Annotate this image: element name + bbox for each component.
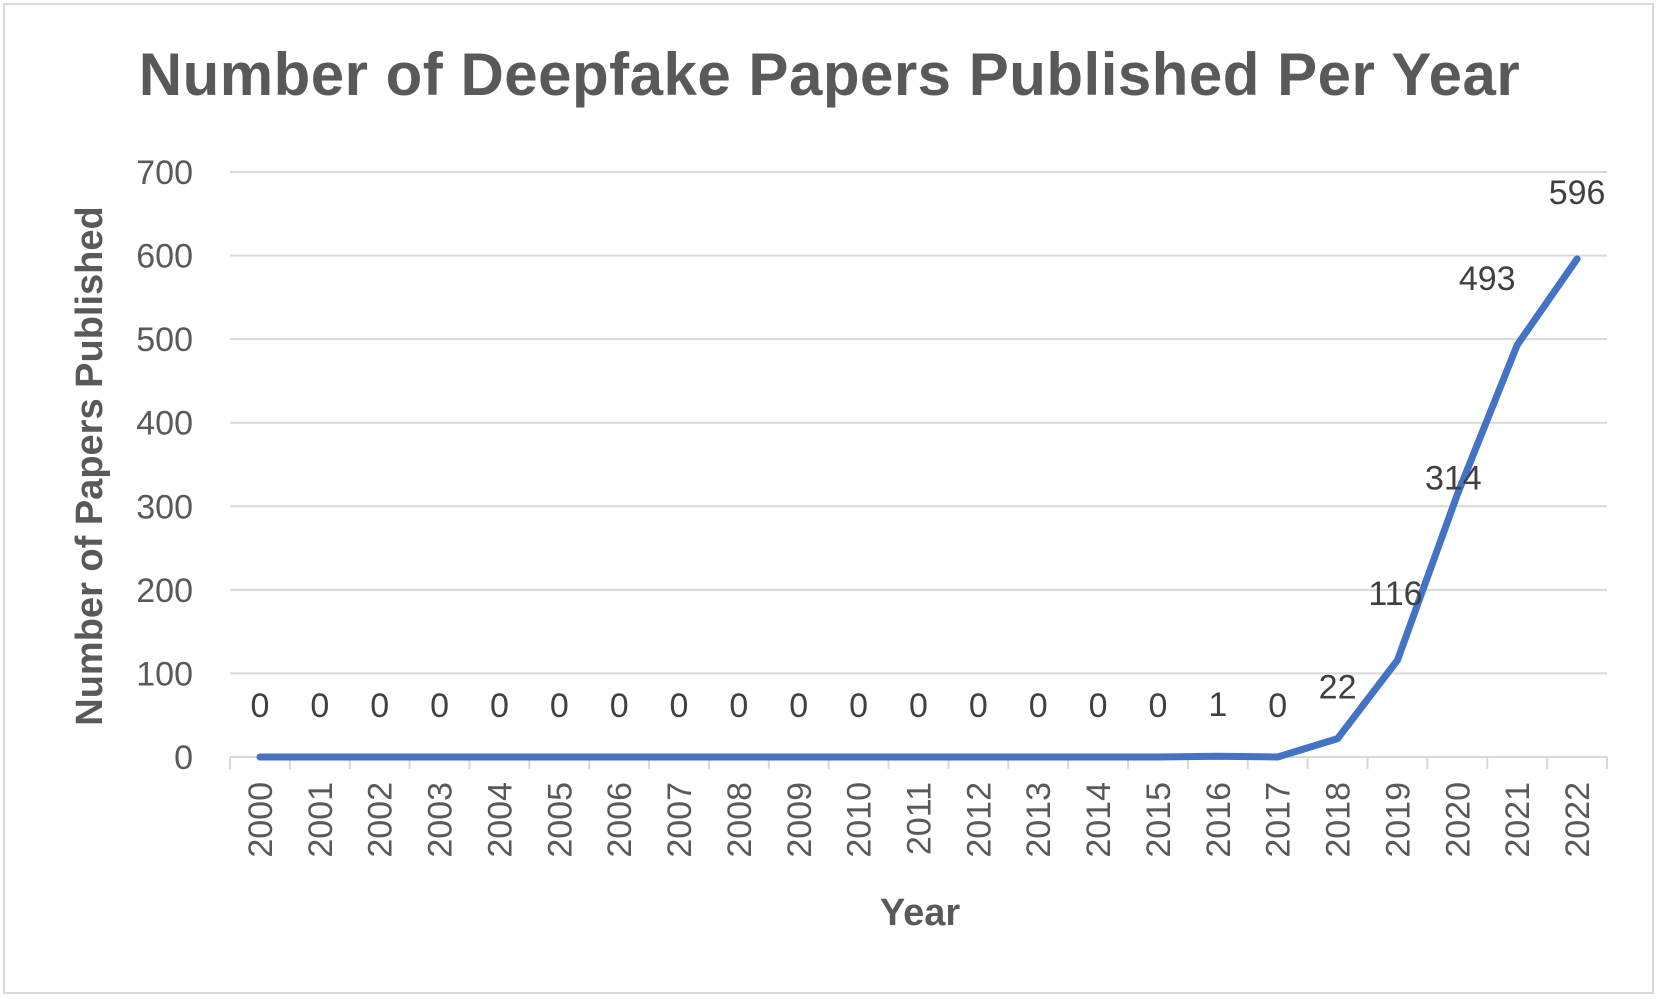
data-labels: 0 0 0 0 0 0 0 0 0 0 0 0 0 0 0 0 1 0 22 116 314 493 596 bbox=[250, 174, 1605, 725]
data-label-2015: 0 bbox=[1149, 687, 1168, 725]
x-tick-label-2017: 2017 bbox=[1260, 782, 1298, 858]
y-axis-ticks: 0 100 200 300 400 500 600 700 bbox=[136, 154, 193, 777]
data-label-2013: 0 bbox=[1029, 687, 1048, 725]
x-tick-label-2007: 2007 bbox=[661, 782, 699, 858]
x-tick-label-2004: 2004 bbox=[481, 782, 519, 858]
x-tick-label-2022: 2022 bbox=[1559, 782, 1597, 858]
y-tick-label-500: 500 bbox=[136, 321, 193, 359]
data-label-2014: 0 bbox=[1089, 687, 1108, 725]
series-line-group bbox=[256, 255, 1581, 761]
x-tick-label-2010: 2010 bbox=[841, 782, 879, 858]
x-tick-label-2009: 2009 bbox=[781, 782, 819, 858]
data-label-2010: 0 bbox=[849, 687, 868, 725]
gridlines bbox=[230, 171, 1607, 675]
data-label-2019: 116 bbox=[1368, 575, 1422, 613]
x-tick-label-2018: 2018 bbox=[1320, 782, 1358, 858]
data-label-2021: 493 bbox=[1459, 260, 1516, 298]
data-label-2005: 0 bbox=[550, 687, 569, 725]
x-tick-label-2016: 2016 bbox=[1200, 782, 1238, 858]
x-tick-label-2002: 2002 bbox=[362, 782, 400, 858]
data-label-2020: 314 bbox=[1425, 460, 1482, 498]
data-label-2017: 0 bbox=[1268, 687, 1287, 725]
data-label-2012: 0 bbox=[969, 687, 988, 725]
x-tick-label-2001: 2001 bbox=[302, 782, 340, 858]
chart-frame bbox=[3, 3, 1654, 994]
data-label-2018: 22 bbox=[1319, 669, 1357, 707]
series-line-0 bbox=[256, 255, 1581, 761]
y-tick-label-700: 700 bbox=[136, 154, 193, 192]
x-tick-label-2013: 2013 bbox=[1020, 782, 1058, 858]
data-label-2008: 0 bbox=[729, 687, 748, 725]
y-axis-title: Number of Papers Published bbox=[69, 206, 111, 725]
data-label-2003: 0 bbox=[430, 687, 449, 725]
data-label-2002: 0 bbox=[370, 687, 389, 725]
x-tick-label-2005: 2005 bbox=[541, 782, 579, 858]
data-label-2006: 0 bbox=[610, 687, 629, 725]
x-axis-ticks: 2000 2001 2002 2003 2004 2005 2006 2007 2008 2009… bbox=[242, 782, 1597, 858]
x-tick-label-2020: 2020 bbox=[1439, 782, 1477, 858]
data-label-2000: 0 bbox=[250, 687, 269, 725]
x-axis-title: Year bbox=[880, 892, 961, 934]
y-tick-label-600: 600 bbox=[136, 238, 193, 276]
x-tick-label-2003: 2003 bbox=[422, 782, 460, 858]
y-tick-label-0: 0 bbox=[174, 739, 193, 777]
data-label-2007: 0 bbox=[670, 687, 689, 725]
x-tick-label-2000: 2000 bbox=[242, 782, 280, 858]
chart-title: Number of Deepfake Papers Published Per … bbox=[138, 41, 1521, 108]
x-tick-label-2015: 2015 bbox=[1140, 782, 1178, 858]
data-label-2011: 0 bbox=[909, 687, 928, 725]
x-tick-label-2021: 2021 bbox=[1499, 782, 1537, 858]
data-label-2022: 596 bbox=[1549, 174, 1606, 212]
x-tick-label-2014: 2014 bbox=[1080, 782, 1118, 858]
data-label-2009: 0 bbox=[789, 687, 808, 725]
data-label-2016: 1 bbox=[1208, 686, 1227, 724]
data-label-2004: 0 bbox=[490, 687, 509, 725]
x-tick-label-2019: 2019 bbox=[1379, 782, 1417, 858]
x-tick-label-2008: 2008 bbox=[721, 782, 759, 858]
x-tick-label-2006: 2006 bbox=[601, 782, 639, 858]
x-tick-label-2011: 2011 bbox=[901, 782, 939, 855]
x-tick-label-2012: 2012 bbox=[960, 782, 998, 858]
y-tick-label-100: 100 bbox=[136, 655, 193, 693]
data-label-2001: 0 bbox=[310, 687, 329, 725]
y-tick-label-400: 400 bbox=[136, 405, 193, 443]
y-tick-label-200: 200 bbox=[136, 572, 193, 610]
y-tick-label-300: 300 bbox=[136, 488, 193, 526]
